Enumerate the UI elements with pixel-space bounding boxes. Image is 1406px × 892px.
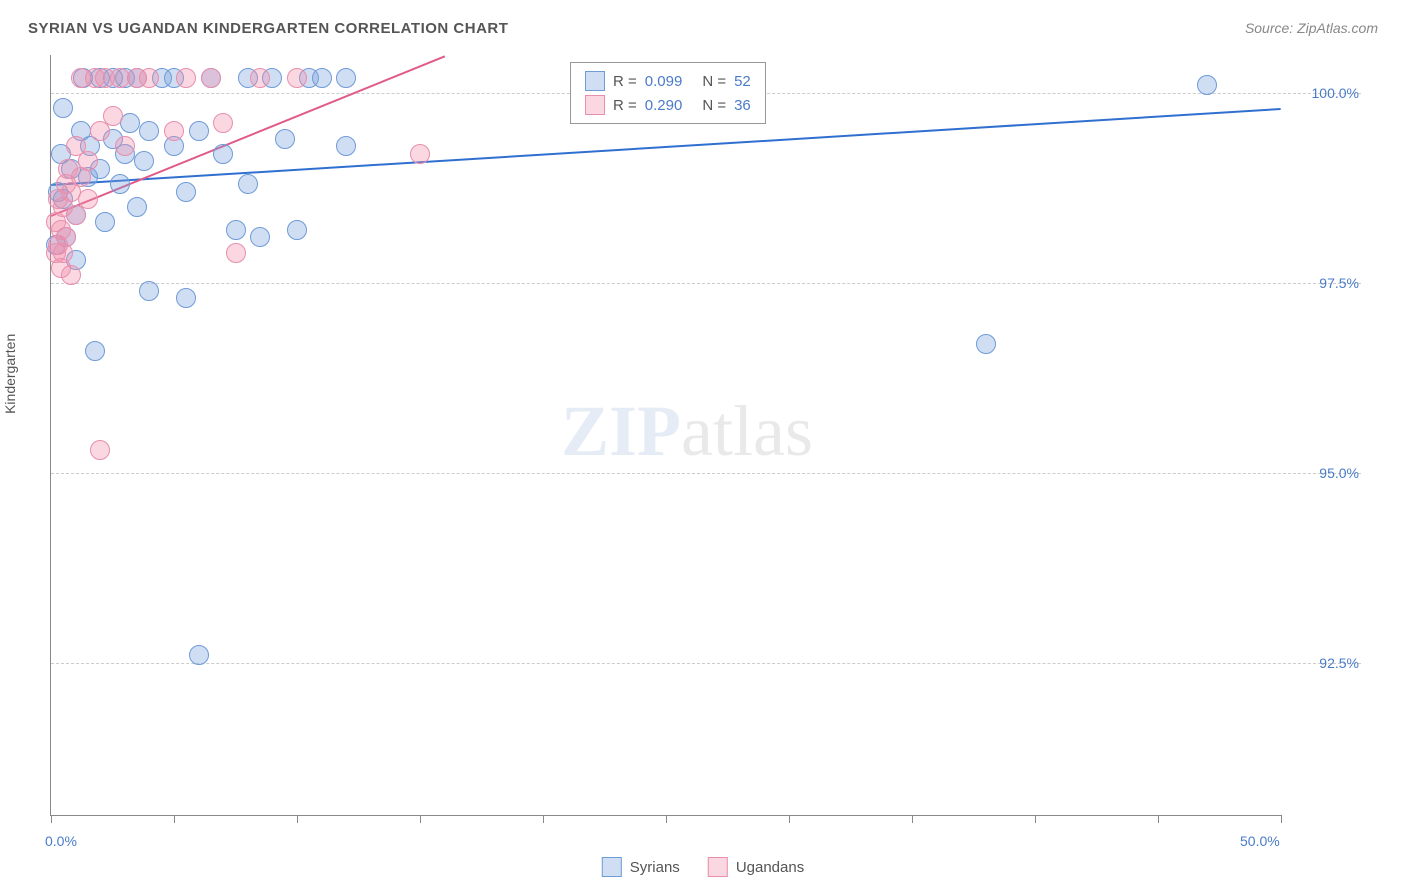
data-point [78, 189, 98, 209]
chart-title: SYRIAN VS UGANDAN KINDERGARTEN CORRELATI… [28, 20, 508, 37]
watermark-atlas: atlas [681, 391, 813, 471]
data-point [287, 68, 307, 88]
n-value: 36 [734, 97, 751, 114]
data-point [103, 106, 123, 126]
stats-swatch [585, 71, 605, 91]
data-point [176, 288, 196, 308]
r-value: 0.290 [645, 97, 683, 114]
data-point [139, 281, 159, 301]
x-tick [666, 815, 667, 823]
data-point [176, 68, 196, 88]
data-point [90, 440, 110, 460]
r-label: R = [613, 73, 637, 90]
n-label: N = [702, 97, 726, 114]
x-tick [1035, 815, 1036, 823]
data-point [127, 197, 147, 217]
r-label: R = [613, 97, 637, 114]
data-point [976, 334, 996, 354]
x-tick [174, 815, 175, 823]
gridline [51, 663, 1361, 664]
y-tick-label: 100.0% [1312, 85, 1359, 101]
data-point [56, 227, 76, 247]
series-legend: Syrians Ugandans [602, 857, 804, 877]
data-point [250, 68, 270, 88]
x-tick-label: 50.0% [1240, 833, 1280, 849]
y-tick-label: 95.0% [1319, 465, 1359, 481]
y-axis-label: Kindergarten [2, 334, 18, 414]
x-tick [1281, 815, 1282, 823]
data-point [134, 151, 154, 171]
data-point [213, 144, 233, 164]
gridline [51, 473, 1361, 474]
legend-label-syrians: Syrians [630, 859, 680, 876]
data-point [164, 121, 184, 141]
n-value: 52 [734, 73, 751, 90]
data-point [410, 144, 430, 164]
x-tick [1158, 815, 1159, 823]
legend-item-ugandans: Ugandans [708, 857, 804, 877]
y-tick-label: 92.5% [1319, 655, 1359, 671]
source-attribution: Source: ZipAtlas.com [1245, 20, 1378, 36]
stats-swatch [585, 95, 605, 115]
r-value: 0.099 [645, 73, 683, 90]
x-tick [51, 815, 52, 823]
data-point [201, 68, 221, 88]
data-point [176, 182, 196, 202]
swatch-syrians [602, 857, 622, 877]
x-tick-label: 0.0% [45, 833, 77, 849]
x-tick [420, 815, 421, 823]
data-point [61, 265, 81, 285]
plot-area: ZIPatlas 92.5%95.0%97.5%100.0% [50, 55, 1281, 816]
x-tick [912, 815, 913, 823]
data-point [1197, 75, 1217, 95]
data-point [213, 113, 233, 133]
data-point [189, 645, 209, 665]
data-point [312, 68, 332, 88]
data-point [238, 174, 258, 194]
gridline [51, 283, 1361, 284]
swatch-ugandans [708, 857, 728, 877]
data-point [139, 68, 159, 88]
x-tick [789, 815, 790, 823]
data-point [189, 121, 209, 141]
data-point [226, 220, 246, 240]
x-tick [543, 815, 544, 823]
x-tick [297, 815, 298, 823]
data-point [139, 121, 159, 141]
data-point [115, 136, 135, 156]
n-label: N = [702, 73, 726, 90]
chart-container: SYRIAN VS UGANDAN KINDERGARTEN CORRELATI… [0, 0, 1406, 892]
data-point [336, 136, 356, 156]
legend-label-ugandans: Ugandans [736, 859, 804, 876]
data-point [275, 129, 295, 149]
data-point [53, 98, 73, 118]
data-point [250, 227, 270, 247]
data-point [110, 174, 130, 194]
data-point [78, 151, 98, 171]
data-point [226, 243, 246, 263]
y-tick-label: 97.5% [1319, 275, 1359, 291]
data-point [85, 341, 105, 361]
legend-item-syrians: Syrians [602, 857, 680, 877]
watermark: ZIPatlas [561, 390, 813, 473]
stats-legend: R = 0.099 N = 52 R = 0.290 N = 36 [570, 62, 766, 124]
data-point [287, 220, 307, 240]
watermark-zip: ZIP [561, 391, 681, 471]
data-point [95, 212, 115, 232]
stats-legend-row: R = 0.099 N = 52 [585, 69, 751, 93]
data-point [120, 113, 140, 133]
data-point [336, 68, 356, 88]
stats-legend-row: R = 0.290 N = 36 [585, 93, 751, 117]
